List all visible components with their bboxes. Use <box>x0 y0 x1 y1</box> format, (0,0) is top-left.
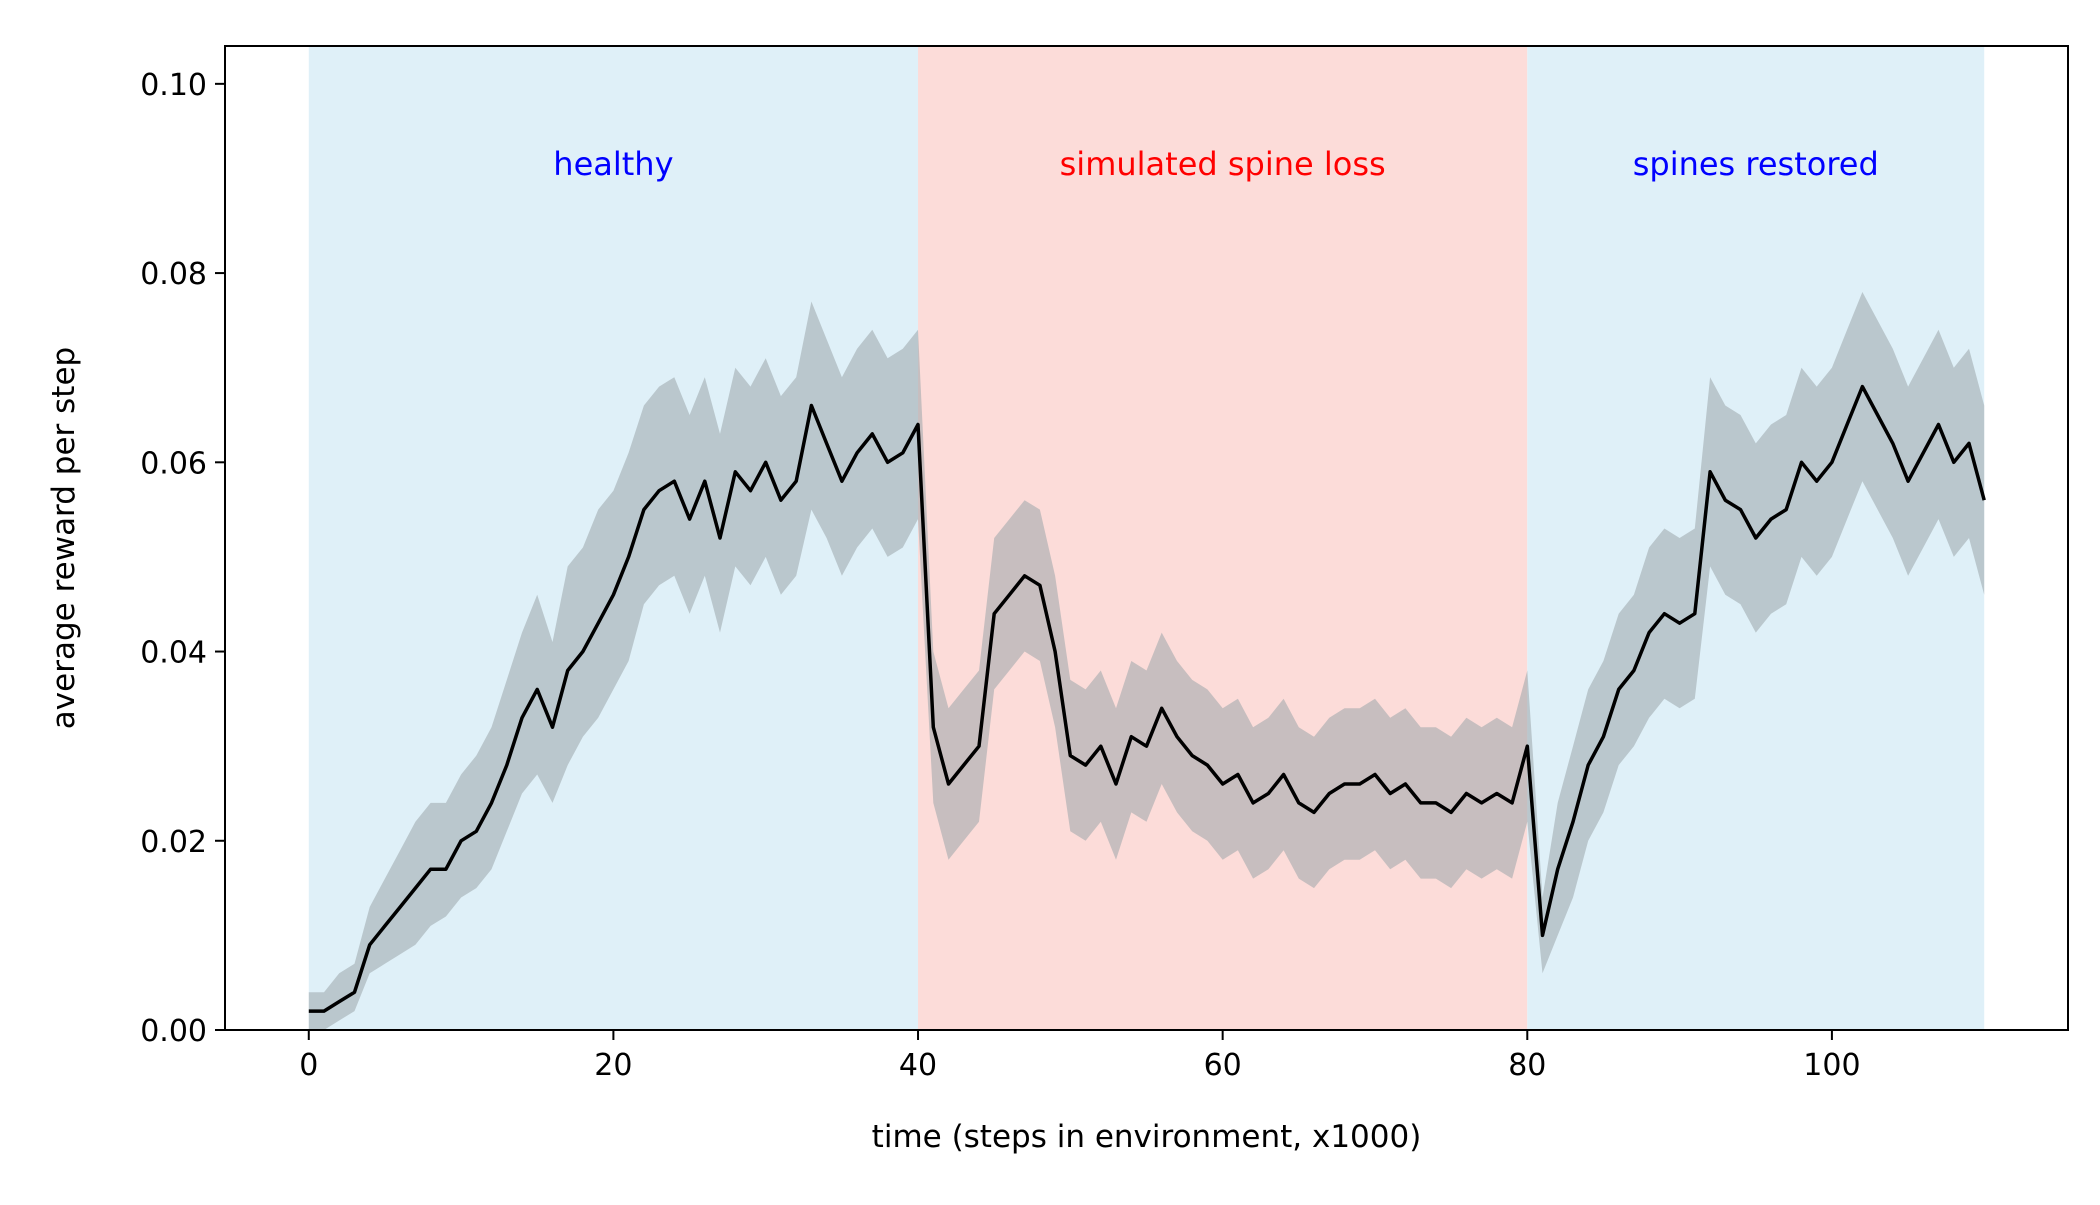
mean-line <box>308 384 1986 1013</box>
y-tick-label: 0.00 <box>140 1014 207 1049</box>
x-tick-label: 80 <box>1508 1048 1546 1083</box>
y-axis-ticks: 0.00 0.02 0.04 0.06 0.08 0.10 <box>140 68 225 1049</box>
plot-frame <box>224 45 2069 1031</box>
region-labels: healthy simulated spine loss spines restor… <box>553 145 1879 183</box>
x-axis-label: time (steps in environment, x1000) <box>872 1119 1422 1155</box>
x-tick-label: 60 <box>1204 1048 1242 1083</box>
series-line-0 <box>308 384 1986 1013</box>
x-tick-label: 100 <box>1803 1048 1860 1083</box>
y-tick-label: 0.06 <box>140 446 207 481</box>
y-tick-label: 0.04 <box>140 636 207 671</box>
region-label-1: simulated spine loss <box>1060 145 1386 183</box>
y-tick-label: 0.02 <box>140 825 207 860</box>
y-tick-label: 0.10 <box>140 68 207 103</box>
x-tick-label: 20 <box>594 1048 632 1083</box>
x-axis-ticks: 0 20 40 60 80 100 <box>299 1030 1861 1083</box>
region-label-2: spines restored <box>1633 145 1879 183</box>
y-axis-label: average reward per step <box>46 347 82 729</box>
x-tick-label: 0 <box>299 1048 318 1083</box>
x-tick-label: 40 <box>899 1048 937 1083</box>
region-label-0: healthy <box>553 145 673 183</box>
y-tick-label: 0.08 <box>140 257 207 292</box>
